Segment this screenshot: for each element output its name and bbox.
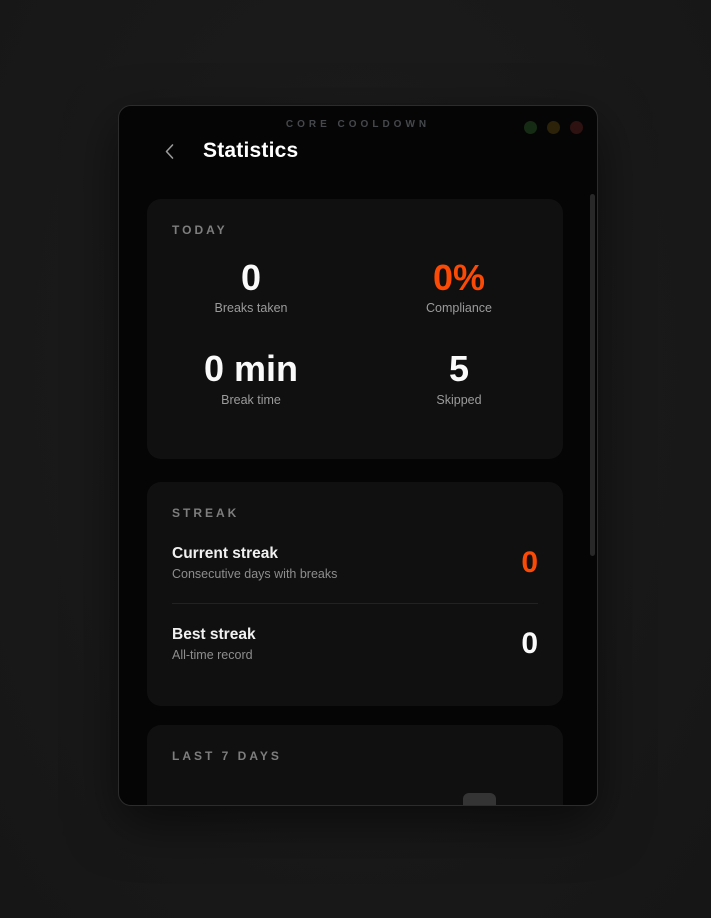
stat-value: 0 min — [203, 348, 299, 390]
bar-chart-bar — [463, 793, 496, 805]
streak-card: STREAK Current streak Consecutive days w… — [147, 482, 563, 706]
titlebar: CORE COOLDOWN — [119, 106, 597, 140]
traffic-light-yellow-icon[interactable] — [547, 121, 560, 134]
stat-value: 5 — [448, 348, 470, 390]
best-streak-text: Best streak All-time record — [172, 626, 256, 662]
traffic-light-red-icon[interactable] — [570, 121, 583, 134]
today-stats-grid: 0 Breaks taken 0% Compliance 0 min Break… — [147, 257, 563, 407]
today-section-label: TODAY — [172, 223, 228, 237]
page-title: Statistics — [203, 139, 299, 162]
best-streak-value: 0 — [521, 627, 538, 660]
last-7-days-card: LAST 7 DAYS — [147, 725, 563, 805]
traffic-light-green-icon[interactable] — [524, 121, 537, 134]
stat-value: 0% — [432, 257, 486, 298]
chevron-left-icon — [164, 143, 175, 165]
today-card: TODAY 0 Breaks taken 0% Compliance 0 min… — [147, 199, 563, 459]
streak-row-subtitle: All-time record — [172, 648, 253, 662]
window-controls — [524, 121, 583, 134]
current-streak-row: Current streak Consecutive days with bre… — [172, 545, 538, 581]
streak-body: Current streak Consecutive days with bre… — [172, 545, 538, 662]
stat-breaks-taken: 0 Breaks taken — [147, 257, 355, 315]
back-button[interactable] — [157, 142, 181, 166]
current-streak-text: Current streak Consecutive days with bre… — [172, 545, 337, 581]
app-title: CORE COOLDOWN — [285, 119, 431, 130]
stat-label: Skipped — [436, 392, 482, 407]
stat-label: Break time — [221, 392, 281, 407]
stat-label: Compliance — [425, 301, 492, 316]
stat-compliance: 0% Compliance — [355, 257, 563, 315]
stat-break-time: 0 min Break time — [147, 348, 355, 406]
streak-section-label: STREAK — [172, 506, 240, 520]
last-7-days-section-label: LAST 7 DAYS — [172, 749, 282, 763]
vertical-scrollbar-thumb[interactable] — [590, 194, 595, 556]
current-streak-value: 0 — [521, 546, 538, 579]
stat-label: Breaks taken — [214, 301, 288, 316]
app-window: CORE COOLDOWN Statistics TODAY 0 Breaks … — [118, 105, 598, 806]
streak-row-title: Current streak — [172, 545, 278, 562]
stat-value: 0 — [240, 257, 262, 298]
best-streak-row: Best streak All-time record 0 — [172, 626, 538, 662]
streak-row-subtitle: Consecutive days with breaks — [172, 567, 338, 581]
stat-skipped: 5 Skipped — [355, 348, 563, 406]
divider — [172, 603, 538, 604]
streak-row-title: Best streak — [172, 626, 256, 643]
